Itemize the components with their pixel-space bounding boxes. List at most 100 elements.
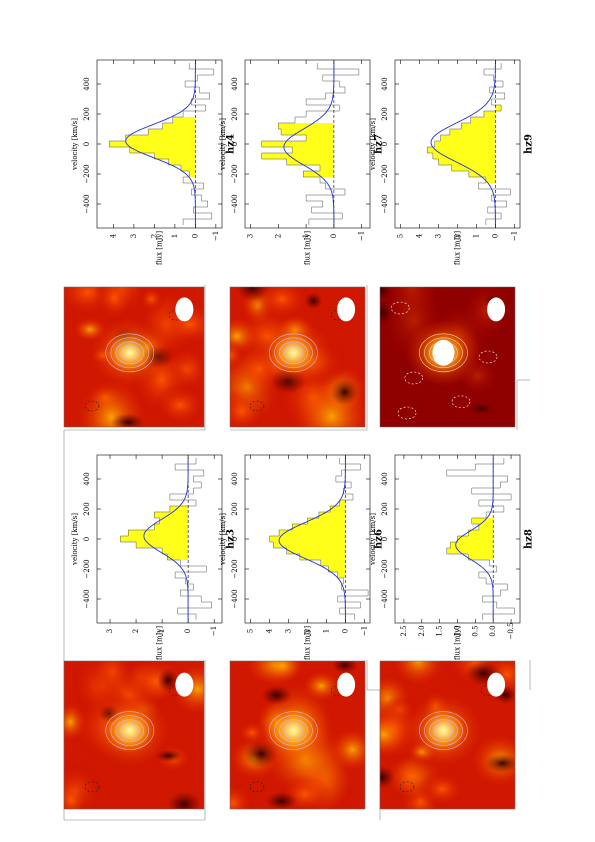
- spectrum-histogram: [109, 63, 215, 225]
- velocity-tick-label: 0: [83, 537, 91, 541]
- line-channel-bar: [278, 123, 334, 129]
- line-channel-bar: [162, 123, 196, 129]
- intensity-map-hz6: [229, 660, 366, 810]
- map-frame: [379, 660, 516, 810]
- negative-contour: [84, 400, 100, 412]
- line-channel-bar: [339, 500, 346, 506]
- velocity-tick-label: −200: [83, 164, 91, 183]
- velocity-tick-label: −400: [381, 194, 389, 213]
- intensity-map-hz8: [379, 660, 516, 810]
- dark-patch: [485, 753, 515, 773]
- map-frame: [63, 660, 205, 810]
- dark-patch: [380, 298, 394, 327]
- flux-tick-label: 2: [304, 629, 312, 633]
- line-channel-bar: [129, 147, 196, 153]
- line-channel-bar: [154, 512, 189, 518]
- velocity-tick-label: 200: [83, 502, 91, 515]
- positive-contour: [279, 341, 308, 365]
- beam-ellipse: [337, 672, 356, 697]
- flux-axis-label: flux [mJy]: [156, 231, 164, 265]
- line-channel-bar: [120, 536, 189, 542]
- line-channel-bar: [461, 123, 496, 129]
- flux-tick-label: 2: [150, 234, 158, 238]
- flux-tick-label: 2: [454, 234, 462, 238]
- emission-patch: [252, 287, 312, 323]
- spectrum-panel-hz8: −400 −200 0 200 400 velocity [km/s] −0.5 0.0 0.5…: [369, 454, 535, 660]
- flux-tick-label: 4: [266, 628, 274, 633]
- positive-contour: [434, 723, 453, 738]
- velocity-tick-label: 400: [381, 472, 389, 485]
- line-channel-bar: [292, 147, 334, 153]
- velocity-tick-label: 0: [231, 142, 239, 146]
- line-channel-bar: [286, 159, 334, 165]
- source-core: [106, 708, 154, 753]
- velocity-tick-label: 0: [231, 537, 239, 541]
- map-frame: [379, 286, 516, 428]
- positive-contour: [279, 719, 308, 742]
- velocity-tick-label: 0: [83, 142, 91, 146]
- source-core: [270, 708, 317, 753]
- line-channel-bar: [281, 129, 334, 135]
- line-channel-bar: [432, 153, 496, 159]
- spectrum-panel-hz4: −400 −200 0 200 400 velocity [km/s] −1 0 1 2 3 4 flu…: [71, 59, 237, 265]
- emission-patch: [230, 339, 247, 372]
- line-channel-bar: [154, 153, 196, 159]
- line-channel-bar: [427, 147, 496, 153]
- flux-tick-label: 5: [247, 629, 255, 633]
- line-channel-bar: [269, 536, 346, 542]
- flux-tick-label: 2.0: [418, 625, 426, 636]
- spectrum-histogram: [120, 458, 212, 620]
- spectrum-histogram: [261, 63, 360, 225]
- line-channel-bar: [181, 165, 196, 171]
- line-channel-bar: [303, 171, 334, 177]
- positive-contour: [120, 723, 140, 738]
- line-channel-bar: [167, 554, 189, 560]
- intensity-map-hz9: [379, 286, 516, 428]
- flux-tick-label: 0: [341, 629, 349, 633]
- source-core: [106, 331, 154, 374]
- line-channel-bar: [337, 572, 346, 578]
- velocity-tick-label: 400: [231, 77, 239, 90]
- line-channel-bar: [172, 117, 196, 123]
- line-channel-bar: [495, 105, 502, 111]
- positive-contour: [110, 715, 150, 746]
- map-frame: [63, 286, 205, 428]
- dark-patch: [236, 287, 269, 302]
- spectrum-panel-hz6: −400 −200 0 200 400 velocity [km/s] −1 0 1 2 3 4 5 fl…: [219, 454, 385, 660]
- line-channel-bar: [320, 560, 346, 566]
- gaussian-fit: [278, 458, 346, 620]
- velocity-tick-label: 400: [83, 472, 91, 485]
- dark-patch: [166, 791, 202, 809]
- velocity-tick-label: −400: [231, 589, 239, 608]
- negative-contour: [249, 781, 265, 793]
- emission-patch: [64, 776, 90, 809]
- flux-tick-label: 1: [472, 234, 480, 238]
- positive-contour: [115, 341, 145, 365]
- line-channel-bar: [468, 171, 496, 177]
- positive-contour: [110, 337, 150, 369]
- spectrum-histogram: [446, 458, 515, 620]
- velocity-tick-label: −200: [231, 164, 239, 183]
- velocity-tick-label: −400: [83, 589, 91, 608]
- emission-patch: [230, 780, 256, 809]
- velocity-tick-label: 400: [83, 77, 91, 90]
- panel-name: hz4: [226, 134, 237, 154]
- flux-tick-label: 0: [330, 234, 338, 238]
- velocity-tick-label: −200: [381, 559, 389, 578]
- dark-patch: [265, 791, 298, 809]
- velocity-tick-label: −200: [231, 559, 239, 578]
- intensity-map-hz7: [229, 286, 366, 428]
- emission-patch: [330, 729, 365, 771]
- line-channel-bar: [468, 530, 494, 536]
- emission-patch: [152, 383, 204, 427]
- velocity-tick-label: 200: [83, 107, 91, 120]
- positive-contour: [284, 345, 303, 361]
- flux-axis-label: flux [mJy]: [304, 231, 312, 265]
- line-channel-bar: [128, 530, 189, 536]
- positive-contour: [115, 719, 145, 742]
- panel-name: hz7: [374, 134, 385, 154]
- line-channel-bar: [478, 524, 494, 530]
- beam-ellipse: [487, 297, 506, 322]
- velocity-tick-label: −200: [83, 559, 91, 578]
- velocity-axis-label: velocity [km/s]: [369, 513, 377, 566]
